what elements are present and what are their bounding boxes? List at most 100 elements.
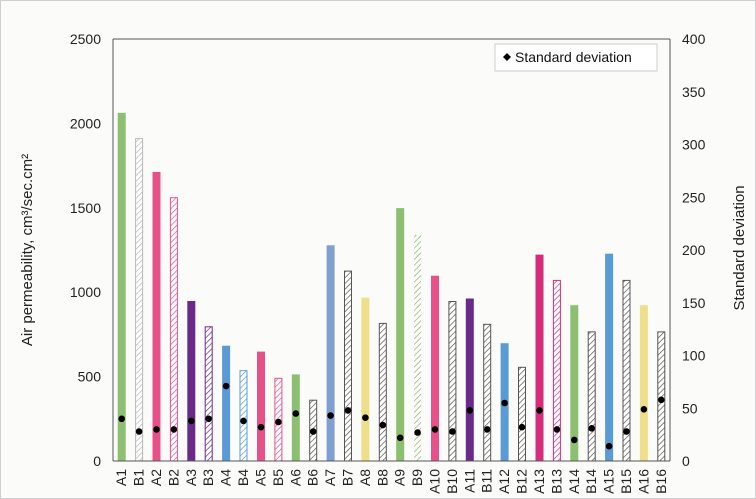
sd-point-b13 (553, 426, 561, 433)
x-tick-label: A3 (183, 469, 199, 486)
sd-point-a11 (466, 407, 474, 414)
sd-point-a3 (188, 417, 195, 425)
bar-a5 (257, 351, 265, 462)
legend-label: Standard deviation (515, 49, 632, 65)
sd-point-b9 (414, 429, 421, 436)
sd-point-a6 (292, 410, 300, 417)
legend-box (494, 43, 658, 72)
sd-point-b2 (170, 426, 178, 433)
sd-point-b5 (275, 418, 282, 426)
y2-tick-label: 0 (682, 453, 690, 469)
bar-b2 (169, 197, 178, 462)
sd-point-a2 (153, 426, 160, 433)
sd-point-b6 (309, 428, 317, 435)
x-tick-label: B3 (200, 469, 216, 486)
x-tick-label: A9 (392, 469, 408, 486)
y2-tick-label: 50 (682, 400, 698, 416)
x-tick-label: B5 (270, 469, 286, 486)
sd-point-a15 (605, 442, 613, 450)
x-tick-label: B4 (235, 469, 251, 486)
bar-a1 (117, 112, 126, 462)
x-tick-label: A10 (427, 469, 443, 494)
y-tick-label: 2000 (70, 115, 101, 131)
sd-point-a9 (396, 434, 404, 442)
sd-point-a8 (362, 414, 369, 422)
x-tick-label: A5 (253, 469, 269, 486)
bar-a16 (639, 305, 648, 462)
x-tick-label: B8 (374, 469, 390, 486)
x-tick-label: B15 (618, 469, 634, 494)
x-tick-label: A12 (496, 469, 512, 494)
sd-point-b4 (240, 417, 247, 425)
bar-a9 (396, 208, 405, 462)
sd-point-b1 (135, 428, 143, 435)
bar-a3 (187, 301, 196, 462)
bar-b9 (414, 234, 422, 461)
sd-point-b15 (623, 428, 630, 435)
bar-b3 (204, 326, 213, 462)
bar-b10 (448, 301, 457, 462)
x-tick-label: A11 (461, 469, 477, 493)
sd-point-a16 (640, 406, 648, 413)
sd-point-a1 (118, 415, 125, 423)
sd-point-a5 (257, 423, 265, 431)
y2-axis-title: Standard deviation (731, 185, 748, 310)
x-tick-label: B10 (444, 469, 460, 494)
x-tick-label: B7 (340, 469, 356, 486)
bar-a8 (361, 297, 370, 462)
x-tick-label: A15 (601, 469, 617, 494)
bar-a11 (465, 298, 474, 462)
bar-b7 (344, 270, 352, 462)
x-tick-label: B11 (479, 469, 495, 493)
sd-point-b7 (344, 407, 352, 414)
x-tick-label: B16 (653, 469, 669, 494)
bar-b13 (552, 279, 561, 462)
x-tick-label: B13 (548, 469, 564, 494)
y2-tick-label: 400 (682, 31, 706, 47)
x-tick-label: B12 (514, 469, 530, 494)
bar-a6 (291, 374, 300, 462)
y-axis-title: Air permeability, cm³/sec.cm² (19, 154, 36, 346)
sd-point-a10 (431, 426, 439, 433)
legend-marker (503, 53, 511, 61)
y2-tick-label: 350 (682, 84, 706, 100)
sd-point-a7 (327, 412, 334, 419)
sd-point-b14 (588, 425, 595, 432)
y-tick-label: 500 (78, 369, 102, 385)
x-tick-label: A1 (113, 469, 129, 486)
sd-point-a4 (222, 382, 230, 390)
x-tick-label: B1 (131, 469, 147, 486)
sd-point-a13 (536, 407, 543, 414)
sd-point-b16 (658, 396, 665, 404)
x-tick-label: A8 (357, 469, 373, 486)
x-tick-label: A14 (566, 469, 582, 494)
bar-b14 (587, 331, 596, 462)
bar-b12 (518, 366, 526, 462)
y2-tick-label: 250 (682, 189, 706, 205)
x-tick-label: B14 (583, 469, 599, 494)
x-tick-label: A4 (218, 469, 234, 486)
bar-a13 (535, 254, 544, 462)
x-tick-label: A6 (287, 469, 303, 486)
x-tick-label: A2 (148, 469, 164, 486)
sd-point-b11 (483, 426, 491, 433)
x-tick-label: B2 (165, 469, 181, 486)
x-tick-label: B9 (409, 469, 425, 486)
sd-point-b3 (205, 415, 212, 423)
bar-b16 (657, 331, 666, 462)
sd-point-b12 (518, 423, 526, 431)
y2-tick-label: 150 (682, 295, 706, 311)
bar-a15 (605, 253, 614, 462)
y2-tick-label: 200 (682, 242, 706, 258)
bar-a4 (222, 345, 231, 462)
sd-point-b10 (449, 428, 456, 435)
y-tick-label: 1500 (70, 200, 101, 216)
sd-points-layer (118, 382, 665, 450)
bar-a10 (431, 275, 439, 462)
sd-point-b8 (379, 421, 387, 429)
bar-b1 (135, 138, 144, 462)
bar-a7 (326, 245, 335, 462)
x-tick-label: A16 (635, 469, 651, 494)
